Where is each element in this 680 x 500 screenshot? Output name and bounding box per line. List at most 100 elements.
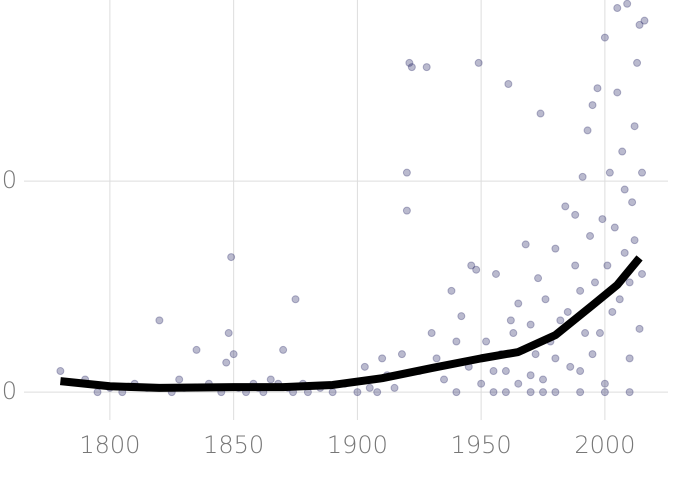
point <box>610 223 619 232</box>
point <box>467 261 476 270</box>
point <box>328 388 337 397</box>
point <box>541 295 550 304</box>
point <box>608 307 617 316</box>
x-tick-label: 1950 <box>451 431 512 459</box>
point <box>397 350 406 359</box>
point <box>365 383 374 392</box>
point <box>625 354 634 363</box>
point <box>635 324 644 333</box>
point <box>613 88 622 97</box>
point <box>427 329 436 338</box>
point <box>526 320 535 329</box>
point <box>432 354 441 363</box>
point <box>561 202 570 211</box>
point <box>224 329 233 338</box>
point <box>628 198 637 207</box>
point <box>603 261 612 270</box>
point <box>175 375 184 384</box>
point <box>539 375 548 384</box>
point <box>504 80 513 88</box>
x-tick-label: 1800 <box>79 431 140 459</box>
point <box>640 16 649 25</box>
point <box>595 329 604 338</box>
point <box>588 101 597 110</box>
point <box>472 265 481 274</box>
point <box>489 367 498 376</box>
point <box>600 33 609 42</box>
point <box>422 63 431 72</box>
point <box>576 388 585 397</box>
point <box>638 168 647 177</box>
x-tick-label: 2000 <box>574 431 635 459</box>
point <box>630 122 639 131</box>
point <box>402 168 411 177</box>
point <box>489 388 498 397</box>
point <box>539 388 548 397</box>
point <box>373 388 382 397</box>
point <box>571 261 580 270</box>
point <box>266 375 275 384</box>
point <box>531 350 540 359</box>
point <box>378 354 387 363</box>
point <box>526 371 535 380</box>
point <box>576 367 585 376</box>
point <box>521 240 530 249</box>
point <box>390 383 399 392</box>
y-tick-label: 0 <box>2 377 17 405</box>
point <box>353 388 362 397</box>
point <box>630 236 639 245</box>
point <box>509 329 518 338</box>
point <box>635 20 644 29</box>
point <box>440 375 449 384</box>
point <box>551 354 560 363</box>
point <box>586 231 595 240</box>
point <box>638 269 647 278</box>
point <box>600 388 609 397</box>
point <box>93 388 102 397</box>
point <box>563 307 572 316</box>
point <box>625 388 634 397</box>
point <box>566 362 575 371</box>
point <box>291 295 300 304</box>
point <box>491 269 500 278</box>
point <box>620 248 629 257</box>
point <box>405 58 414 67</box>
point <box>155 316 164 325</box>
point <box>588 350 597 359</box>
point <box>536 109 545 118</box>
x-tick-label: 1850 <box>203 431 264 459</box>
point <box>620 185 629 194</box>
x-tick-label: 1900 <box>327 431 388 459</box>
point <box>551 388 560 397</box>
point <box>482 337 491 346</box>
point <box>457 312 466 321</box>
point <box>526 388 535 397</box>
point <box>551 244 560 253</box>
point <box>514 379 523 388</box>
point <box>605 168 614 177</box>
point <box>477 379 486 388</box>
point <box>514 299 523 308</box>
point <box>534 274 543 283</box>
point <box>452 388 461 397</box>
point <box>625 278 634 287</box>
point <box>501 367 510 376</box>
point <box>222 358 231 367</box>
point <box>360 362 369 371</box>
point <box>227 253 236 262</box>
point <box>192 345 201 354</box>
point <box>633 58 642 67</box>
point <box>407 63 416 72</box>
point <box>556 316 565 325</box>
point <box>452 337 461 346</box>
point <box>600 379 609 388</box>
y-tick-label: 50 <box>0 166 17 194</box>
point <box>506 316 515 325</box>
trend-line <box>59 255 643 392</box>
point <box>618 147 627 156</box>
point <box>56 367 65 376</box>
point <box>402 206 411 215</box>
point <box>576 286 585 295</box>
point <box>613 4 622 13</box>
